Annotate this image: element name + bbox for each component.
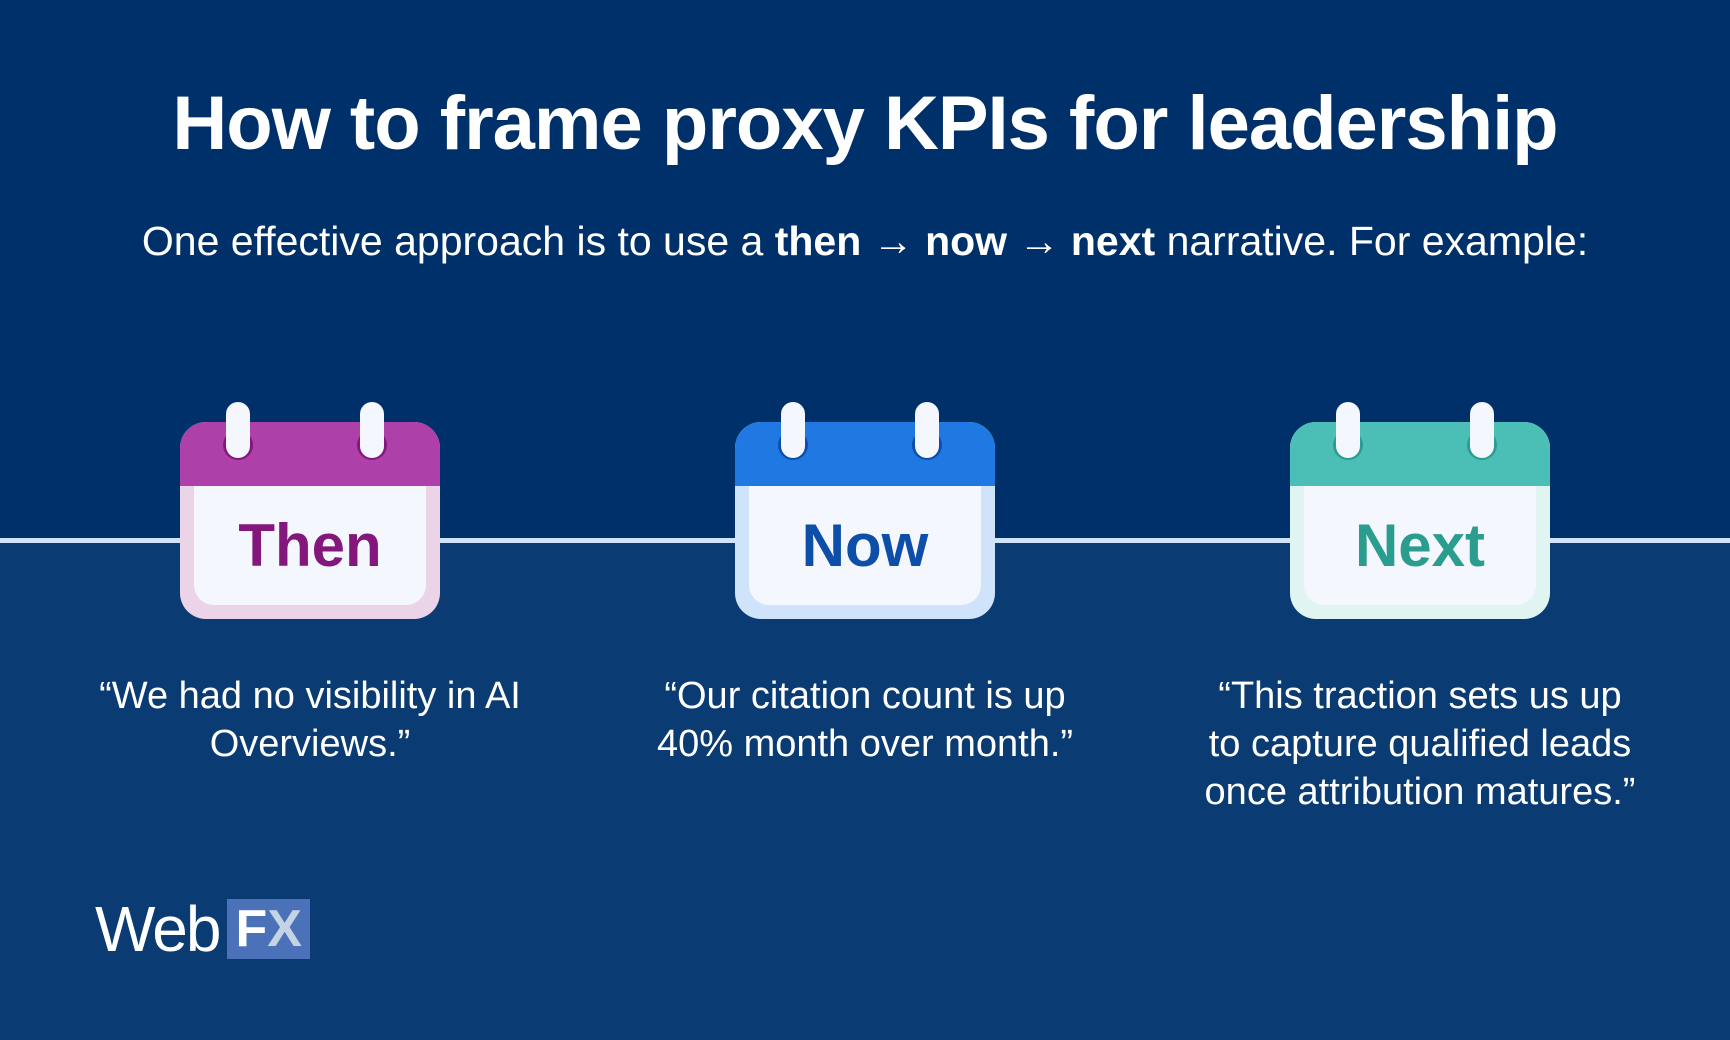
calendar-icon: Then [180, 422, 440, 619]
calendar-ring [1336, 402, 1360, 458]
calendar-label: Then [194, 486, 426, 605]
subtitle: One effective approach is to use a then … [141, 218, 1589, 264]
step-quote: “Our citation count is up 40% month over… [656, 675, 1074, 765]
step-quote: “This traction sets us up to capture qua… [1204, 675, 1636, 813]
calendar-label: Next [1304, 486, 1536, 605]
step-quote: “We had no visibility in AI Overviews.” [99, 675, 521, 765]
calendar-label: Now [749, 486, 981, 605]
calendar-ring [1470, 402, 1494, 458]
calendar-ring [915, 402, 939, 458]
calendar-ring [360, 402, 384, 458]
calendar-icon: Next [1290, 422, 1550, 619]
calendar-ring [226, 402, 250, 458]
calendar-ring [781, 402, 805, 458]
page-title: How to frame proxy KPIs for leadership [172, 81, 1558, 166]
calendar-icon: Now [735, 422, 995, 619]
